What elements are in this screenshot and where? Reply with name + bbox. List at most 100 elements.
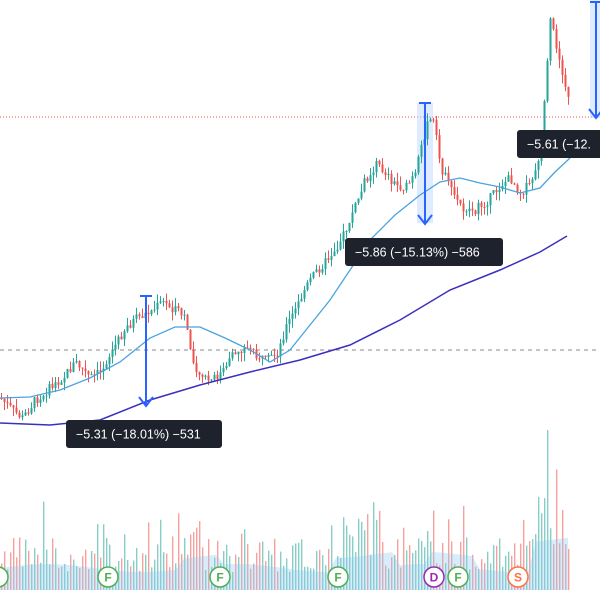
candle-body[interactable] — [354, 202, 357, 213]
candle-body[interactable] — [297, 301, 300, 309]
candle-body[interactable] — [81, 367, 84, 369]
candle-body[interactable] — [294, 308, 297, 314]
candle-body[interactable] — [537, 161, 540, 171]
candle-body[interactable] — [213, 374, 216, 380]
candle-body[interactable] — [378, 160, 381, 165]
candle-body[interactable] — [54, 382, 57, 389]
candle-body[interactable] — [513, 183, 516, 185]
event-badge-split[interactable]: S — [507, 566, 529, 588]
candle-body[interactable] — [507, 175, 510, 182]
candle-body[interactable] — [150, 310, 153, 315]
candle-body[interactable] — [348, 222, 351, 232]
candle-body[interactable] — [438, 135, 441, 159]
candle-body[interactable] — [342, 231, 345, 242]
candle-body[interactable] — [165, 300, 168, 304]
candle-body[interactable] — [147, 312, 150, 315]
candle-body[interactable] — [441, 158, 444, 175]
candle-body[interactable] — [225, 365, 228, 369]
candle-body[interactable] — [39, 399, 42, 403]
candle-body[interactable] — [360, 191, 363, 199]
candle-body[interactable] — [3, 398, 6, 403]
candle-body[interactable] — [489, 193, 492, 206]
candle-body[interactable] — [228, 358, 231, 366]
candle-body[interactable] — [417, 156, 420, 173]
candle-body[interactable] — [387, 173, 390, 175]
candle-body[interactable] — [552, 18, 555, 30]
candle-body[interactable] — [492, 190, 495, 194]
candle-body[interactable] — [546, 60, 549, 102]
candle-body[interactable] — [327, 258, 330, 260]
measure-tool[interactable]: −5.86 (−15.13%) −586 — [345, 102, 503, 266]
candle-body[interactable] — [36, 397, 39, 403]
candle-body[interactable] — [273, 354, 276, 356]
candle-body[interactable] — [300, 298, 303, 302]
candle-body[interactable] — [99, 370, 102, 372]
candle-body[interactable] — [114, 344, 117, 350]
event-badge-earnings[interactable]: F — [327, 566, 349, 588]
candle-body[interactable] — [516, 184, 519, 193]
candle-body[interactable] — [333, 251, 336, 257]
candle-body[interactable] — [504, 181, 507, 187]
candle-body[interactable] — [561, 59, 564, 75]
candle-body[interactable] — [435, 119, 438, 136]
candle-body[interactable] — [525, 182, 528, 195]
candle-body[interactable] — [93, 374, 96, 376]
candle-body[interactable] — [447, 172, 450, 182]
candle-body[interactable] — [528, 182, 531, 184]
candle-body[interactable] — [480, 202, 483, 207]
candle-body[interactable] — [87, 371, 90, 375]
candle-body[interactable] — [189, 329, 192, 350]
candle-body[interactable] — [303, 289, 306, 299]
candle-body[interactable] — [477, 202, 480, 215]
candle-body[interactable] — [414, 172, 417, 177]
candle-body[interactable] — [474, 210, 477, 215]
candle-body[interactable] — [51, 384, 54, 389]
candle-body[interactable] — [396, 181, 399, 186]
measure-tool[interactable]: −5.61 (−12. — [517, 1, 600, 158]
candle-body[interactable] — [345, 231, 348, 233]
candle-body[interactable] — [177, 306, 180, 309]
candle-body[interactable] — [408, 182, 411, 184]
candle-body[interactable] — [117, 336, 120, 345]
candle-body[interactable] — [21, 415, 24, 418]
candle-body[interactable] — [57, 382, 60, 385]
candle-body[interactable] — [363, 178, 366, 192]
candle-body[interactable] — [219, 372, 222, 380]
candle-body[interactable] — [30, 408, 33, 414]
candle-body[interactable] — [468, 208, 471, 212]
candle-body[interactable] — [318, 269, 321, 273]
candle-body[interactable] — [141, 316, 144, 318]
event-badge-earnings[interactable]: F — [447, 566, 469, 588]
candle-body[interactable] — [291, 313, 294, 319]
candle-body[interactable] — [351, 212, 354, 223]
candle-body[interactable] — [168, 303, 171, 308]
candle-body[interactable] — [195, 362, 198, 373]
candle-body[interactable] — [192, 349, 195, 363]
candle-body[interactable] — [237, 351, 240, 355]
candle-body[interactable] — [522, 193, 525, 195]
candle-body[interactable] — [33, 397, 36, 409]
candle-body[interactable] — [276, 355, 279, 357]
candle-body[interactable] — [267, 354, 270, 358]
candle-body[interactable] — [84, 368, 87, 372]
candle-body[interactable] — [75, 361, 78, 363]
candle-body[interactable] — [78, 361, 81, 368]
candle-body[interactable] — [126, 325, 129, 332]
candle-body[interactable] — [138, 314, 141, 317]
candle-body[interactable] — [6, 402, 9, 404]
candle-body[interactable] — [204, 375, 207, 377]
candle-body[interactable] — [96, 370, 99, 375]
candle-body[interactable] — [558, 48, 561, 60]
event-badge[interactable] — [0, 566, 9, 588]
candle-body[interactable] — [456, 194, 459, 200]
candle-body[interactable] — [411, 176, 414, 183]
candle-body[interactable] — [366, 178, 369, 182]
candle-body[interactable] — [252, 348, 255, 350]
candle-body[interactable] — [357, 198, 360, 203]
candle-body[interactable] — [471, 208, 474, 211]
candle-body[interactable] — [153, 309, 156, 311]
candle-body[interactable] — [330, 256, 333, 260]
candle-body[interactable] — [159, 301, 162, 303]
